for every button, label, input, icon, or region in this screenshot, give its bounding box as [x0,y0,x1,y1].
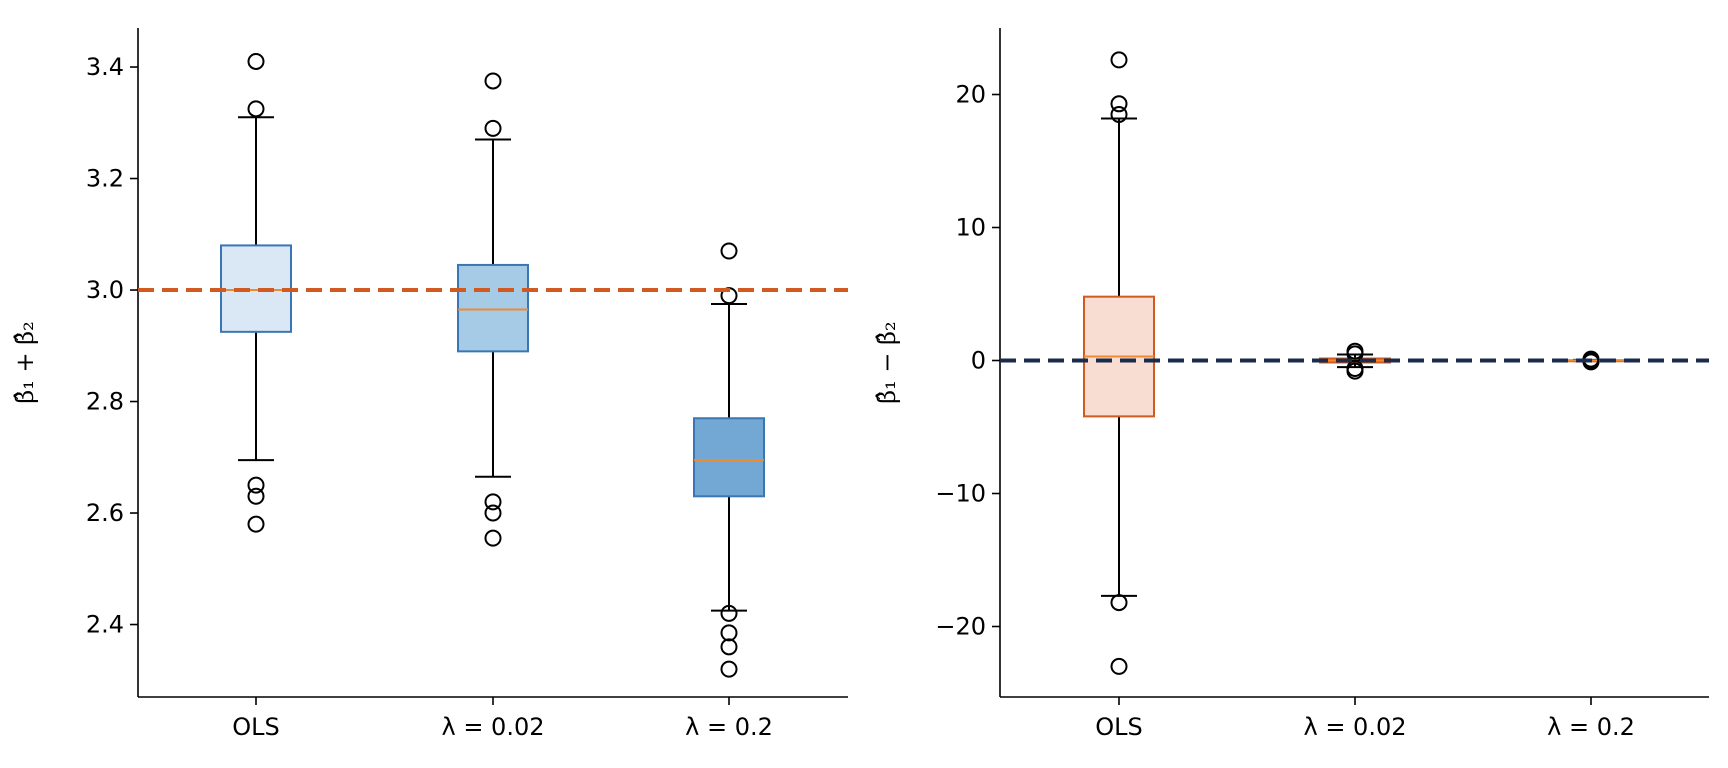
outlier-point [484,119,502,137]
outlier-point [484,529,502,547]
y-tick-label: 2.4 [86,611,124,639]
box-iqr [693,417,765,498]
chart-panel-sum: 2.4 2.6 2.8 3.0 3.2 3.4 OLS λ = 0.02 λ = 0.2 β̂₁ … [11,28,848,741]
outlier-point [1110,105,1128,123]
outlier-point [720,604,738,622]
y-tick-label: 3.0 [86,276,124,304]
outlier-point [247,515,265,533]
y-tick-label: 0 [971,347,986,375]
outlier-point [1110,51,1128,69]
y-tick-label: 2.8 [86,388,124,416]
outlier-point [720,638,738,656]
y-axis-title: β̂₁ − β̂₂ [873,321,901,403]
box-group [1083,51,1155,675]
y-tick-label: 20 [955,81,986,109]
outlier-point [720,242,738,260]
y-tick-label: 3.2 [86,165,124,193]
box-group [220,52,292,533]
y-tick-label: 3.4 [86,53,124,81]
outlier-point [484,493,502,511]
outlier-point [484,504,502,522]
y-tick-label: 10 [955,214,986,242]
outlier-point [247,487,265,505]
x-tick-label: λ = 0.2 [1547,713,1635,741]
y-tick-label: −10 [935,480,986,508]
box-group [1319,342,1391,380]
outlier-point [247,476,265,494]
box-group [457,72,529,547]
outlier-point [484,72,502,90]
y-axis-title: β̂₁ + β̂₂ [11,321,39,403]
outlier-point [247,52,265,70]
chart-panel-difference: −20 −10 0 10 20 OLS λ = 0.02 λ = 0.2 β̂₁ − β̂₂ [873,28,1709,741]
x-tick-label: OLS [232,713,280,741]
outlier-point [720,660,738,678]
box-group [693,242,765,678]
box-iqr [457,263,529,353]
x-tick-label: λ = 0.02 [441,713,544,741]
outlier-point [247,100,265,118]
x-tick-label: λ = 0.02 [1303,713,1406,741]
outlier-point [1346,362,1364,380]
box-iqr [220,244,292,333]
y-tick-label: −20 [935,613,986,641]
outlier-point [1110,95,1128,113]
outlier-point [720,624,738,642]
outlier-point [1110,594,1128,612]
x-tick-label: λ = 0.2 [685,713,773,741]
y-tick-label: 2.6 [86,499,124,527]
x-tick-label: OLS [1095,713,1143,741]
outlier-point [1110,657,1128,675]
